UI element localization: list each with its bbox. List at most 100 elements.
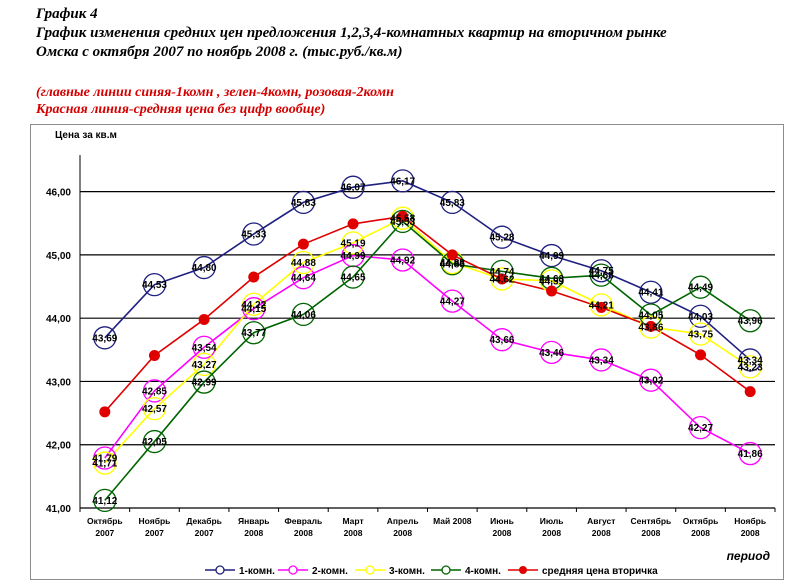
data-point	[93, 326, 117, 350]
data-point	[589, 263, 613, 287]
y-tick-label: 44,00	[46, 314, 71, 325]
data-point	[242, 292, 266, 316]
data-point	[242, 297, 266, 321]
data-label: 46,07	[341, 183, 366, 194]
data-label: 44,41	[638, 288, 663, 299]
data-point	[93, 446, 117, 470]
data-label: 42,99	[192, 378, 217, 389]
x-tick-label-year: 2008	[493, 528, 512, 538]
series-line-1	[104, 180, 751, 361]
data-point	[297, 238, 309, 250]
data-label: 42,85	[142, 386, 167, 397]
data-label: 43,46	[539, 348, 564, 359]
y-tick-label: 43,00	[46, 377, 71, 388]
data-point	[291, 190, 316, 215]
data-point	[391, 169, 415, 193]
data-label: 44,27	[440, 297, 465, 308]
chart-frame	[30, 124, 784, 580]
legend-marker	[215, 565, 225, 575]
data-label: 43,34	[589, 355, 614, 366]
data-label: 43,27	[192, 360, 217, 371]
x-tick-label: Сентябрь	[630, 516, 671, 526]
data-point	[347, 218, 359, 230]
x-tick-label-year: 2008	[294, 528, 313, 538]
data-point	[192, 255, 216, 280]
data-point	[639, 315, 663, 339]
x-tick-label: Октябрь	[683, 516, 719, 526]
data-point	[738, 348, 762, 372]
data-label: 44,80	[192, 263, 217, 274]
data-point	[341, 265, 365, 289]
x-tick-label-year: 2008	[393, 528, 412, 538]
x-tick-label: Апрель	[387, 516, 419, 526]
data-label: 44,05	[638, 311, 663, 322]
x-tick-label-year: 2008	[741, 528, 760, 538]
data-point	[99, 406, 111, 418]
data-point	[446, 249, 458, 261]
legend-label: 2-комн.	[312, 566, 348, 577]
x-tick-label: Июнь	[490, 516, 514, 526]
data-label: 45,83	[440, 198, 465, 209]
x-tick-label: Июль	[540, 516, 564, 526]
legend-label: 3-комн.	[389, 566, 425, 577]
note-line2: Красная линия-средняя цена без цифр вооб…	[36, 102, 326, 117]
data-label: 41,86	[738, 449, 763, 460]
data-label: 43,02	[638, 376, 663, 387]
data-point	[539, 243, 564, 268]
data-point	[192, 335, 216, 359]
data-point	[738, 309, 762, 333]
legend-marker	[288, 565, 298, 575]
data-point	[688, 415, 713, 440]
data-point	[440, 289, 464, 313]
data-label: 42,57	[142, 404, 167, 415]
data-label: 43,54	[192, 343, 217, 354]
data-point	[490, 225, 514, 249]
x-tick-label-year: 2008	[691, 528, 710, 538]
data-point	[248, 271, 260, 283]
data-label: 43,66	[489, 335, 514, 346]
x-tick-label-year: 2007	[95, 528, 114, 538]
data-point	[490, 267, 514, 291]
data-label: 44,53	[142, 280, 167, 291]
data-point	[242, 321, 266, 345]
data-label: 44,62	[489, 274, 514, 285]
data-label: 44,65	[341, 273, 366, 284]
data-label: 45,19	[341, 238, 366, 249]
data-point	[291, 266, 316, 290]
data-point	[192, 352, 216, 377]
data-label: 43,34	[738, 355, 763, 366]
data-label: 45,33	[241, 230, 266, 241]
data-point	[440, 190, 464, 215]
data-point	[490, 328, 514, 352]
data-point	[595, 301, 607, 313]
data-label: 45,58	[390, 214, 415, 225]
data-label: 43,86	[638, 323, 663, 334]
data-label: 44,63	[539, 274, 564, 285]
x-axis-title: период	[727, 549, 770, 563]
data-label: 42,05	[142, 437, 167, 448]
data-label: 44,86	[440, 259, 465, 270]
data-label: 44,06	[291, 310, 316, 321]
data-label: 45,53	[390, 217, 415, 228]
data-label: 44,64	[291, 273, 316, 284]
x-tick-label: Октябрь	[87, 516, 123, 526]
data-label: 43,96	[738, 316, 763, 327]
data-point	[391, 248, 415, 272]
y-tick-label: 46,00	[46, 188, 71, 199]
data-point	[93, 488, 117, 513]
data-point	[142, 272, 167, 297]
data-point	[546, 285, 558, 297]
data-label: 44,99	[341, 251, 366, 262]
data-label: 44,68	[589, 271, 614, 282]
data-point	[589, 259, 613, 283]
data-label: 44,22	[241, 300, 266, 311]
data-point	[142, 429, 167, 454]
legend-label: 1-комн.	[239, 566, 275, 577]
legend-marker	[441, 565, 451, 575]
data-label: 44,03	[688, 312, 713, 323]
x-tick-label: Март	[342, 516, 363, 526]
data-label: 44,88	[440, 258, 465, 269]
x-tick-label-year: 2008	[244, 528, 263, 538]
x-tick-label-year: 2008	[592, 528, 611, 538]
data-label: 44,21	[589, 300, 614, 311]
